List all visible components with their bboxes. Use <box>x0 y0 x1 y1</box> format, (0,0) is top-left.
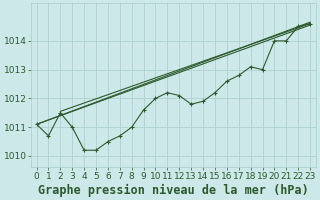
X-axis label: Graphe pression niveau de la mer (hPa): Graphe pression niveau de la mer (hPa) <box>38 183 309 197</box>
